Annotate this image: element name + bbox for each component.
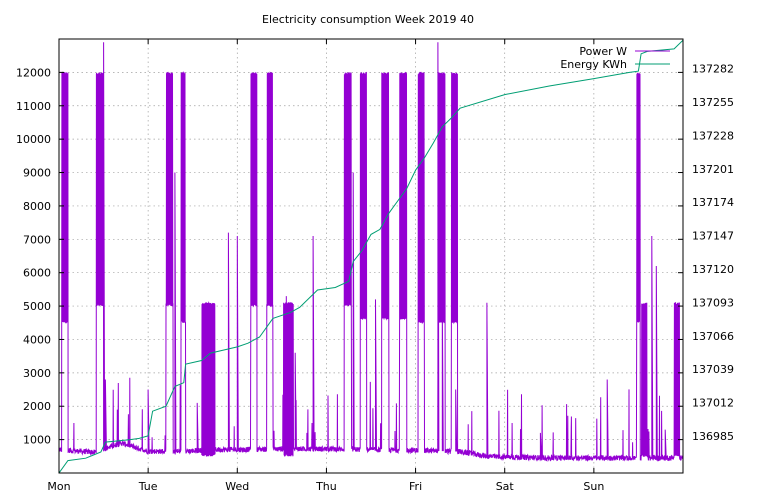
- x-tick-label: Mon: [47, 480, 70, 493]
- power-series: [59, 42, 683, 463]
- x-tick-label: Wed: [225, 480, 249, 493]
- y2-tick-label: 136985: [692, 430, 734, 443]
- power-line: [59, 42, 683, 463]
- y2-tick-label: 137282: [692, 63, 734, 76]
- y2-tick-label: 137093: [692, 296, 734, 309]
- y-tick-label: 8000: [23, 200, 51, 213]
- y-tick-label: 2000: [23, 400, 51, 413]
- legend-energy-label: Energy KWh: [560, 58, 627, 71]
- grid: [59, 39, 683, 473]
- x-tick-label: Thu: [315, 480, 337, 493]
- x-tick-label: Fri: [409, 480, 422, 493]
- y2-tick-label: 137066: [692, 330, 734, 343]
- y2-tick-label: 137147: [692, 230, 734, 243]
- y-tick-label: 9000: [23, 167, 51, 180]
- y-tick-label: 5000: [23, 300, 51, 313]
- ticks: 1000 2000 3000 4000 5000 6000 7000 8000 9000 1000…: [16, 39, 734, 493]
- y-tick-label: 10000: [16, 133, 51, 146]
- y2-tick-label: 137174: [692, 196, 734, 209]
- chart-title: Electricity consumption Week 2019 40: [262, 13, 474, 26]
- y-tick-label: 7000: [23, 233, 51, 246]
- x-tick-label: Tue: [138, 480, 158, 493]
- y-tick-label: 11000: [16, 100, 51, 113]
- y-tick-label: 4000: [23, 333, 51, 346]
- y2-tick-label: 137228: [692, 129, 734, 142]
- legend-power-label: Power W: [579, 45, 627, 58]
- y2-tick-label: 137201: [692, 163, 734, 176]
- y-tick-label: 12000: [16, 66, 51, 79]
- y2-tick-label: 137120: [692, 263, 734, 276]
- y2-tick-label: 137012: [692, 397, 734, 410]
- y-tick-label: 3000: [23, 367, 51, 380]
- energy-line: [59, 39, 683, 473]
- plot-frame: [58, 38, 684, 474]
- energy-series: [59, 39, 683, 473]
- y2-tick-label: 137255: [692, 96, 734, 109]
- y-tick-label: 6000: [23, 267, 51, 280]
- legend: Power W Energy KWh: [560, 45, 670, 71]
- x-tick-label: Sun: [583, 480, 604, 493]
- x-tick-label: Sat: [496, 480, 515, 493]
- y-tick-label: 1000: [23, 434, 51, 447]
- y2-tick-label: 137039: [692, 363, 734, 376]
